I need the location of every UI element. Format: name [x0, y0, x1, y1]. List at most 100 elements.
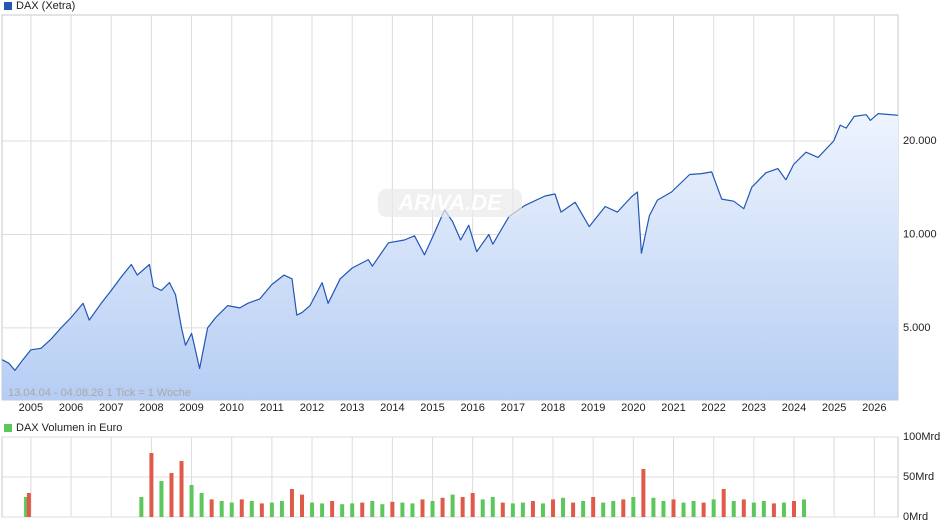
volume-bar: [691, 501, 696, 517]
volume-bar: [430, 501, 435, 517]
volume-bar: [661, 501, 666, 517]
volume-bar: [551, 499, 556, 517]
x-tick-label: 2019: [581, 402, 605, 414]
volume-bar: [581, 501, 586, 517]
volume-bar: [199, 493, 204, 517]
legend-label: DAX Volumen in Euro: [16, 422, 122, 434]
volume-bar: [139, 497, 144, 517]
x-tick-label: 2026: [862, 402, 886, 414]
volume-bar: [26, 493, 31, 517]
volume-bar: [289, 489, 294, 517]
volume-bar: [179, 461, 184, 517]
x-tick-label: 2008: [139, 402, 163, 414]
volume-bar: [219, 501, 224, 517]
volume-bar: [229, 502, 234, 517]
x-tick-label: 2025: [822, 402, 846, 414]
volume-bar: [791, 501, 796, 517]
volume-bar: [330, 501, 335, 517]
volume-bar: [390, 501, 395, 517]
volume-bar: [601, 502, 606, 517]
x-tick-label: 2018: [541, 402, 565, 414]
volume-bar: [490, 497, 495, 517]
area: [2, 113, 898, 400]
volume-bar: [731, 501, 736, 517]
y-tick-label: 0Mrd: [903, 511, 928, 523]
y-tick-label: 20.000: [903, 135, 937, 147]
volume-bar: [561, 497, 566, 517]
x-tick-label: 2016: [460, 402, 484, 414]
volume-bar: [681, 502, 686, 517]
x-tick-label: 2009: [179, 402, 203, 414]
y-tick-label: 10.000: [903, 228, 937, 240]
x-tick-label: 2017: [501, 402, 525, 414]
volume-bar: [621, 499, 626, 517]
volume-bar: [781, 502, 786, 517]
volume-bar: [701, 502, 706, 517]
volume-bar: [400, 502, 405, 517]
volume-bar: [771, 503, 776, 517]
volume-bar: [320, 503, 325, 517]
volume-bar: [239, 499, 244, 517]
volume-bar: [802, 499, 807, 517]
x-tick-label: 2020: [621, 402, 645, 414]
legend-swatch: [4, 424, 12, 432]
volume-bar: [169, 473, 174, 517]
volume-bar: [450, 494, 455, 517]
x-tick-label: 2021: [661, 402, 685, 414]
volume-bar: [189, 485, 194, 517]
price-line: [1, 113, 899, 371]
volume-bar: [209, 499, 214, 517]
volume-bar: [360, 502, 365, 517]
x-tick-label: 2022: [701, 402, 725, 414]
volume-bar: [24, 497, 29, 517]
volume-bar: [370, 501, 375, 517]
volume-bar: [571, 502, 576, 517]
volume-bar: [380, 504, 385, 517]
volume-bar: [711, 499, 716, 517]
volume-bar: [259, 503, 264, 517]
watermark: ARIVA.DE: [397, 190, 503, 215]
volume-bar: [420, 499, 425, 517]
volume-bar: [591, 497, 596, 517]
volume-bar: [520, 502, 525, 517]
x-tick-label: 2010: [219, 402, 243, 414]
volume-bar: [671, 499, 676, 517]
x-tick-label: 2011: [260, 402, 284, 414]
volume-bar: [480, 499, 485, 517]
volume-bar: [540, 503, 545, 517]
x-tick-label: 2012: [300, 402, 324, 414]
volume-bar: [500, 502, 505, 517]
volume-bar: [751, 502, 756, 517]
y-tick-label: 5.000: [903, 322, 931, 334]
volume-bar: [761, 501, 766, 517]
volume-bar: [300, 494, 305, 517]
volume-bar: [651, 497, 656, 517]
x-tick-label: 2007: [99, 402, 123, 414]
price-panel: ARIVA.DE 13.04.04 - 04.08.26 1 Tick = 1 W…: [1, 14, 899, 401]
volume-panel: [1, 436, 899, 518]
volume-bar: [310, 502, 315, 517]
volume-bar: [721, 489, 726, 517]
volume-bar: [460, 497, 465, 517]
volume-bar: [631, 497, 636, 517]
volume-bar: [530, 501, 535, 517]
y-tick-label: 100Mrd: [903, 431, 940, 443]
volume-bar: [410, 503, 415, 517]
volume-bar: [470, 493, 475, 517]
x-tick-label: 2013: [340, 402, 364, 414]
volume-bar: [741, 499, 746, 517]
volume-bar: [279, 501, 284, 517]
volume-bar: [269, 502, 274, 517]
x-tick-label: 2005: [19, 402, 43, 414]
volume-bar: [350, 503, 355, 517]
volume-bar: [340, 504, 345, 517]
x-tick-label: 2023: [742, 402, 766, 414]
volume-bar: [641, 469, 646, 517]
x-tick-label: 2006: [59, 402, 83, 414]
volume-bar: [510, 503, 515, 517]
legend-swatch: [4, 2, 12, 10]
x-tick-label: 2014: [380, 402, 404, 414]
x-tick-label: 2015: [420, 402, 444, 414]
y-tick-label: 50Mrd: [903, 471, 934, 483]
